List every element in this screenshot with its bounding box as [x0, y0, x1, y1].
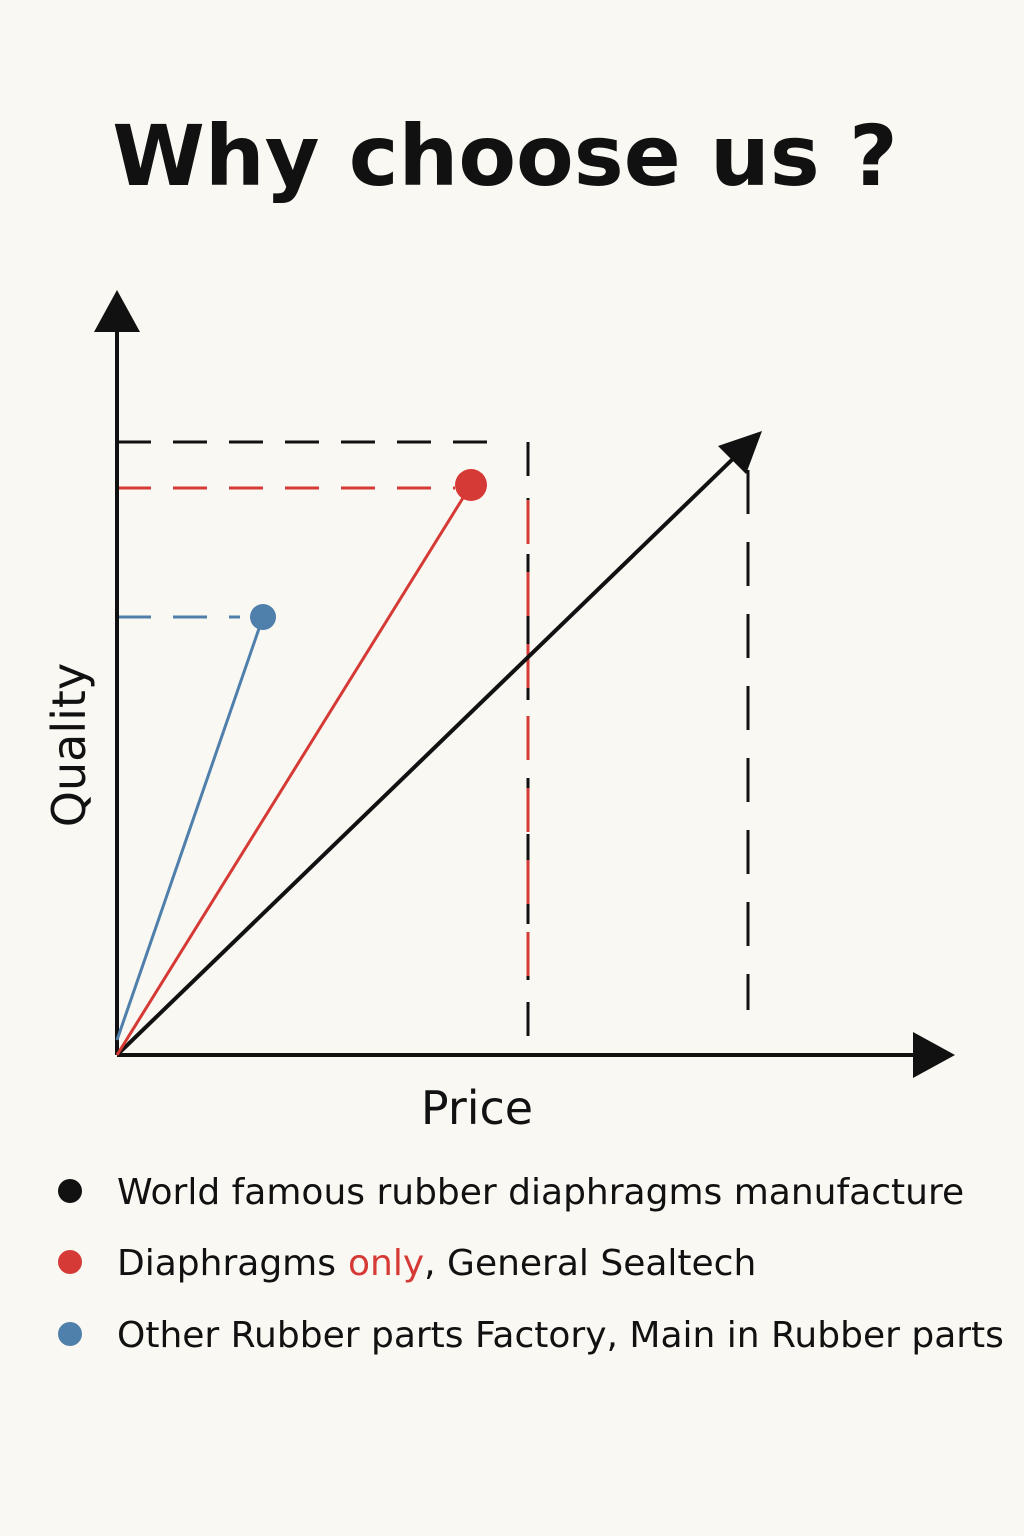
point [455, 469, 487, 501]
arrowhead [913, 1032, 955, 1078]
legend-text: World famous rubber diaphragms manufactu… [117, 1172, 964, 1213]
y-axis-label: Quality [42, 663, 96, 827]
diagram: Quality Price [42, 290, 955, 1135]
arrowhead [718, 431, 762, 474]
legend-text-part: , General Sealtech [424, 1243, 756, 1284]
title: Why choose us ? [112, 107, 897, 205]
legend-dot [58, 1322, 82, 1346]
legend-text-part: Diaphragms [117, 1243, 336, 1284]
arrowhead [94, 290, 140, 332]
legend-text-highlight: only [348, 1243, 424, 1284]
point [250, 604, 276, 630]
legend: World famous rubber diaphragms manufactu… [58, 1172, 1004, 1356]
legend-text: Diaphragms only, General Sealtech [117, 1243, 756, 1284]
trend-line [115, 484, 473, 1056]
x-axis-label: Price [421, 1081, 533, 1135]
trend-line [115, 450, 742, 1057]
legend-text: Other Rubber parts Factory, Main in Rubb… [117, 1315, 1004, 1356]
trend-line [115, 616, 265, 1041]
legend-dot [58, 1179, 82, 1203]
legend-dot [58, 1250, 82, 1274]
